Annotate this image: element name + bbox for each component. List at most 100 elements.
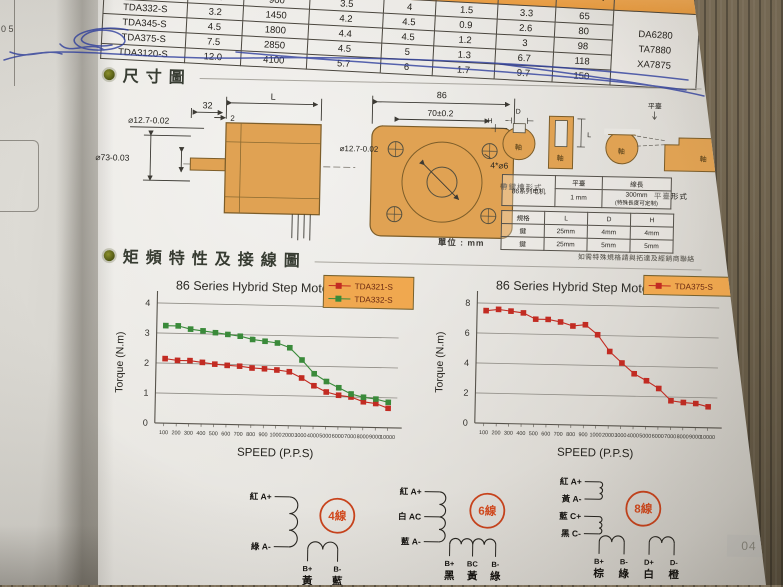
key-cell: 4mm	[587, 225, 630, 239]
svg-text:B-: B-	[491, 560, 500, 569]
svg-text:TDA321-S: TDA321-S	[355, 282, 394, 292]
svg-text:400: 400	[516, 431, 525, 437]
svg-text:棕: 棕	[592, 567, 604, 580]
svg-text:8000: 8000	[677, 434, 689, 440]
svg-text:0: 0	[143, 418, 148, 428]
header-length-zh: 長度(mm)	[559, 0, 613, 3]
key-dim-d: D	[516, 109, 521, 116]
dim-face: 2	[230, 114, 235, 123]
dim-front-shaft-dia: ⌀12.7-0.02	[340, 144, 379, 154]
svg-text:6000: 6000	[332, 434, 344, 440]
dim-bolt-spacing: 70±0.2	[427, 108, 453, 119]
key-header-cell: D	[587, 212, 630, 226]
svg-text:3: 3	[145, 328, 150, 338]
wire-note: (特殊長度可定制)	[605, 198, 667, 207]
svg-text:7000: 7000	[664, 434, 676, 440]
svg-text:紅 A+: 紅 A+	[560, 476, 582, 486]
svg-text:8: 8	[465, 298, 470, 308]
svg-text:1000: 1000	[589, 432, 601, 438]
svg-text:500: 500	[209, 431, 218, 437]
shaft-char-3: 軸	[618, 147, 625, 156]
shaft-char-1: 軸	[515, 143, 522, 152]
svg-text:1000: 1000	[269, 432, 281, 438]
svg-text:B+: B+	[444, 559, 455, 568]
svg-text:10000: 10000	[380, 435, 395, 441]
svg-text:300: 300	[504, 431, 513, 437]
page-number: 04	[727, 535, 771, 558]
wiring-diagram-8wire: 紅 A+黃 A-藍 C+黑 C-8線B+棕B-綠D+白D-橙	[546, 469, 720, 587]
svg-text:4線: 4線	[328, 509, 347, 523]
left-page-table-fragment: 0 5	[0, 0, 58, 230]
dim-shaft-length: 32	[202, 100, 212, 110]
svg-text:10000: 10000	[700, 435, 715, 441]
svg-text:綠: 綠	[618, 567, 629, 580]
key-cell: 25mm	[544, 237, 587, 251]
svg-text:藍 C+: 藍 C+	[559, 511, 581, 521]
fragment-line	[14, 0, 15, 86]
dim-pilot-dia: ⌀73-0.03	[95, 152, 129, 163]
svg-text:86 Series Hybrid Step Motor: 86 Series Hybrid Step Motor	[176, 278, 333, 295]
svg-text:2000: 2000	[282, 433, 294, 439]
svg-text:2000: 2000	[602, 433, 614, 439]
key-cell: 4mm	[630, 226, 673, 240]
key-dim-l: L	[587, 132, 591, 139]
fragment-box	[0, 140, 39, 212]
svg-text:86 Series Hybrid Step Motor: 86 Series Hybrid Step Motor	[496, 278, 653, 295]
dim-body-length: L	[271, 92, 276, 102]
unit-note: 單位 : mm	[438, 236, 485, 249]
svg-text:黃 A-: 黃 A-	[561, 494, 582, 504]
svg-text:900: 900	[259, 432, 268, 438]
svg-text:3000: 3000	[294, 433, 306, 439]
svg-text:8000: 8000	[357, 434, 369, 440]
svg-text:BC: BC	[467, 559, 479, 568]
svg-text:黃: 黃	[466, 569, 478, 582]
dimensions-title: 尺寸圖	[122, 62, 192, 87]
torque-title: 矩頻特性及接線圖	[122, 243, 306, 271]
key-cell: 鍵	[501, 223, 544, 237]
key-header-cell: 規格	[501, 211, 544, 225]
svg-text:4000: 4000	[307, 433, 319, 439]
svg-text:0: 0	[463, 418, 468, 428]
svg-text:6000: 6000	[652, 434, 664, 440]
svg-text:600: 600	[541, 431, 550, 437]
svg-text:SPEED (P.P.S): SPEED (P.P.S)	[557, 447, 634, 461]
key-dim-h: H	[487, 118, 492, 125]
svg-text:8線: 8線	[634, 502, 653, 516]
svg-text:200: 200	[171, 430, 180, 436]
key-cell: 5mm	[587, 238, 630, 252]
key-header-cell: L	[544, 211, 587, 225]
svg-text:300: 300	[184, 431, 193, 437]
svg-text:800: 800	[246, 432, 255, 438]
svg-text:Torque (N.m): Torque (N.m)	[433, 331, 446, 393]
wire-leads	[292, 214, 311, 240]
svg-text:900: 900	[579, 432, 588, 438]
svg-text:4: 4	[145, 298, 150, 308]
shaft-char-4: 軸	[700, 154, 707, 163]
flat-value: 1 mm	[555, 189, 602, 208]
wire-value: 300mm (特殊長度可定制)	[602, 190, 671, 209]
shaft-char-2: 軸	[557, 153, 564, 162]
svg-text:6線: 6線	[478, 504, 497, 518]
wiring-diagram-4wire: 紅 A+綠 A-4線B+黃B-藍	[236, 476, 383, 587]
svg-text:7000: 7000	[344, 434, 356, 440]
svg-text:B+: B+	[594, 557, 605, 566]
svg-text:6: 6	[465, 328, 470, 338]
section-divider	[200, 78, 702, 90]
svg-text:白: 白	[643, 568, 654, 581]
svg-text:藍 A-: 藍 A-	[401, 536, 421, 546]
svg-text:D-: D-	[670, 558, 679, 567]
key-header-cell: H	[630, 213, 673, 227]
svg-text:B+: B+	[302, 564, 313, 573]
key-cell: 5mm	[630, 239, 673, 253]
svg-text:B-: B-	[333, 565, 342, 574]
section-bullet-icon	[104, 249, 115, 260]
svg-text:2: 2	[463, 388, 468, 398]
svg-text:TDA332-S: TDA332-S	[354, 295, 393, 305]
svg-text:3000: 3000	[614, 433, 626, 439]
svg-text:2: 2	[144, 358, 149, 368]
svg-text:4: 4	[464, 358, 469, 368]
driver-name: TA7880	[614, 42, 695, 57]
